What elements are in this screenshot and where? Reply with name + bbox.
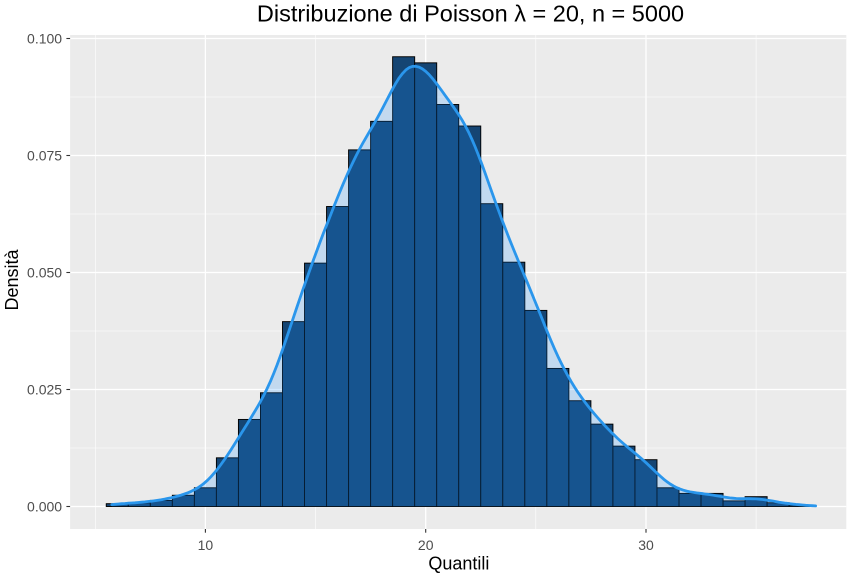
svg-text:30: 30 bbox=[638, 537, 654, 553]
svg-text:0.000: 0.000 bbox=[27, 499, 62, 515]
svg-text:0.025: 0.025 bbox=[27, 382, 62, 398]
svg-text:0.075: 0.075 bbox=[27, 148, 62, 164]
svg-text:Distribuzione di Poisson λ = 2: Distribuzione di Poisson λ = 20, n = 500… bbox=[257, 0, 684, 26]
svg-text:20: 20 bbox=[418, 537, 434, 553]
svg-text:Densità: Densità bbox=[2, 248, 22, 310]
svg-text:0.050: 0.050 bbox=[27, 265, 62, 281]
svg-text:10: 10 bbox=[198, 537, 214, 553]
svg-text:Quantili: Quantili bbox=[428, 554, 489, 574]
svg-text:0.100: 0.100 bbox=[27, 31, 62, 47]
